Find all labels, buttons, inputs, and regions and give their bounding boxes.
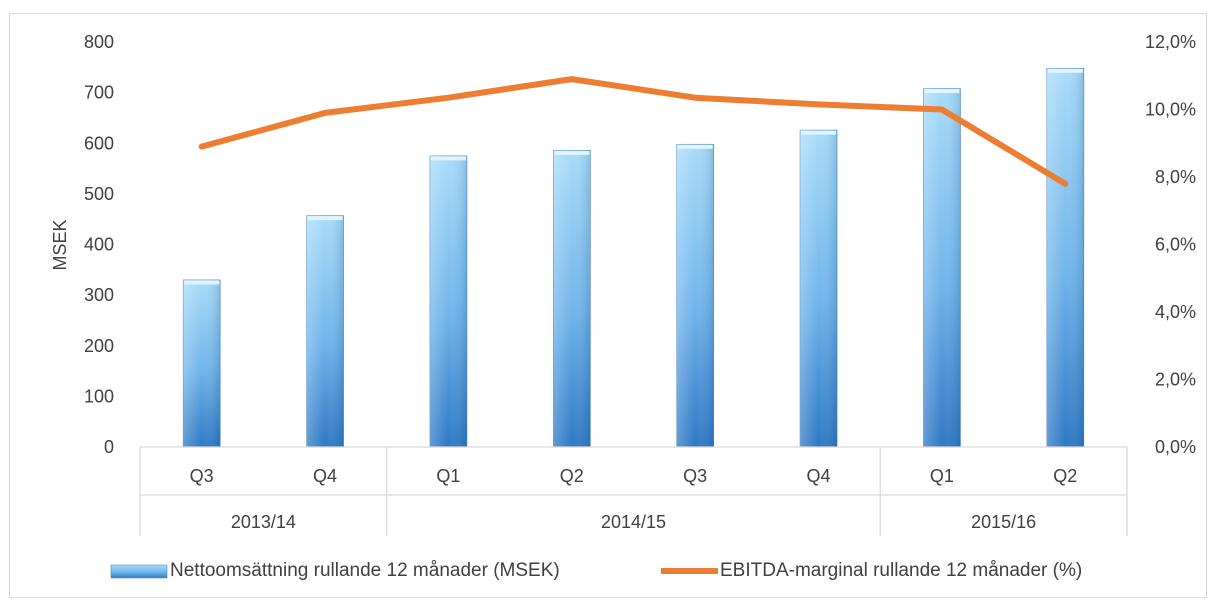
bar-cap <box>554 150 590 155</box>
bar-cap <box>801 130 837 135</box>
bar-shine <box>429 155 467 447</box>
y2-tick-label: 8,0% <box>1155 167 1196 187</box>
y-tick-label: 100 <box>84 386 114 406</box>
bar-shine <box>923 88 961 447</box>
x-tick-label: Q3 <box>683 466 707 486</box>
legend-label-line: EBITDA-marginal rullande 12 månader (%) <box>720 560 1082 581</box>
line-path <box>198 76 1069 187</box>
x-tick-label: Q2 <box>560 466 584 486</box>
bar-shine <box>306 215 344 447</box>
legend: Nettoomsättning rullande 12 månader (MSE… <box>110 560 1082 581</box>
y2-tick-label: 10,0% <box>1145 100 1196 120</box>
x-tick-label: Q4 <box>807 466 831 486</box>
x-group-label: 2014/15 <box>601 512 666 532</box>
y-tick-label: 400 <box>84 235 114 255</box>
y-tick-label: 300 <box>84 285 114 305</box>
bar-cap <box>307 216 343 221</box>
y2-tick-label: 0,0% <box>1155 437 1196 457</box>
bar-cap <box>430 156 466 161</box>
bar-cap <box>184 280 220 285</box>
y-tick-label: 800 <box>84 32 114 52</box>
x-tick-label: Q3 <box>190 466 214 486</box>
legend-label-bars: Nettoomsättning rullande 12 månader (MSE… <box>170 560 560 581</box>
y2-tick-label: 2,0% <box>1155 370 1196 390</box>
y-axis-right: 0,0% 2,0% 4,0% 6,0% 8,0% 10,0% 12,0% <box>1145 32 1196 457</box>
x-axis: Q3 Q4 Q1 Q2 Q3 Q4 Q1 Q2 2013/14 2014/15 2015/16 <box>139 446 1128 536</box>
bar-shine <box>1046 68 1084 447</box>
x-tick-label: Q1 <box>436 466 460 486</box>
bar-cap <box>924 89 960 94</box>
x-tick-label: Q2 <box>1053 466 1077 486</box>
y-tick-label: 0 <box>104 437 114 457</box>
x-group-label: 2013/14 <box>231 512 296 532</box>
bar-cap <box>1047 68 1083 73</box>
y2-tick-label: 12,0% <box>1145 32 1196 52</box>
bar-shine <box>183 279 221 447</box>
y-axis-title: MSEK <box>50 219 70 270</box>
bar-shine <box>676 144 714 447</box>
y-tick-label: 200 <box>84 336 114 356</box>
y-tick-label: 500 <box>84 184 114 204</box>
bar-shine <box>553 150 591 447</box>
line-series <box>198 76 1069 187</box>
bar-shine <box>800 130 838 447</box>
x-tick-label: Q1 <box>930 466 954 486</box>
y2-tick-label: 6,0% <box>1155 235 1196 255</box>
y-tick-label: 600 <box>84 133 114 153</box>
bar-cap <box>677 144 713 149</box>
x-group-label: 2015/16 <box>971 512 1036 532</box>
x-tick-label: Q4 <box>313 466 337 486</box>
legend-swatch-bars <box>110 564 168 579</box>
y2-tick-label: 4,0% <box>1155 302 1196 322</box>
y-tick-label: 700 <box>84 83 114 103</box>
bar-series <box>182 68 1085 448</box>
y-axis-left: 0 100 200 300 400 500 600 700 800 <box>84 32 114 457</box>
